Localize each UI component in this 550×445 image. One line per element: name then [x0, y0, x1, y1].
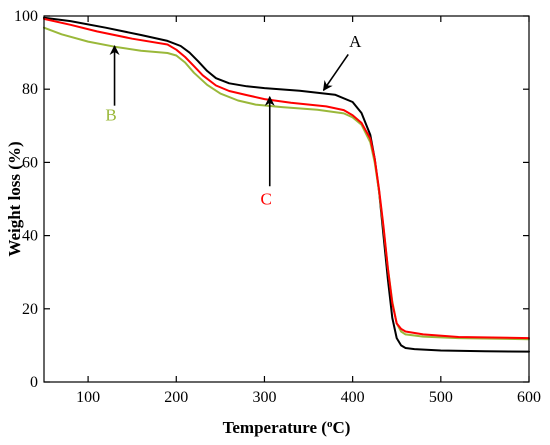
annotation-layer: A B C — [105, 32, 362, 208]
x-tick-label: 100 — [76, 389, 100, 406]
x-tick-label: 200 — [164, 389, 188, 406]
y-axis-title: Weight loss (%) — [5, 141, 24, 256]
series-line-a — [43, 16, 530, 353]
tick-layer: 100 200 300 400 500 600 0 20 40 60 80 100 — [14, 8, 541, 406]
y-tick-label: 0 — [30, 374, 38, 391]
y-tick-label: 100 — [14, 8, 38, 25]
x-axis-title-main: Temperature ( — [223, 418, 328, 437]
y-tick-label: 40 — [22, 228, 38, 245]
y-tick-label: 20 — [22, 301, 38, 318]
annotation-label-c: C — [261, 189, 272, 208]
annotation-arrow-a — [322, 53, 349, 92]
annotation-label-b: B — [105, 105, 116, 124]
series-line-c — [43, 17, 530, 340]
x-axis-title-tail: C) — [332, 418, 350, 437]
plot-frame — [43, 15, 530, 383]
series-layer — [43, 16, 530, 353]
x-axis-title: Temperature (oC) — [223, 418, 351, 437]
x-axis-title-sup: o — [327, 418, 333, 430]
series-line-b — [43, 26, 530, 341]
x-tick-label: 500 — [429, 389, 453, 406]
y-tick-label: 80 — [22, 81, 38, 98]
annotation-label-a: A — [349, 32, 362, 51]
y-tick-label: 60 — [22, 154, 38, 171]
x-tick-label: 400 — [341, 389, 365, 406]
x-tick-label: 600 — [517, 389, 541, 406]
x-tick-label: 300 — [252, 389, 276, 406]
